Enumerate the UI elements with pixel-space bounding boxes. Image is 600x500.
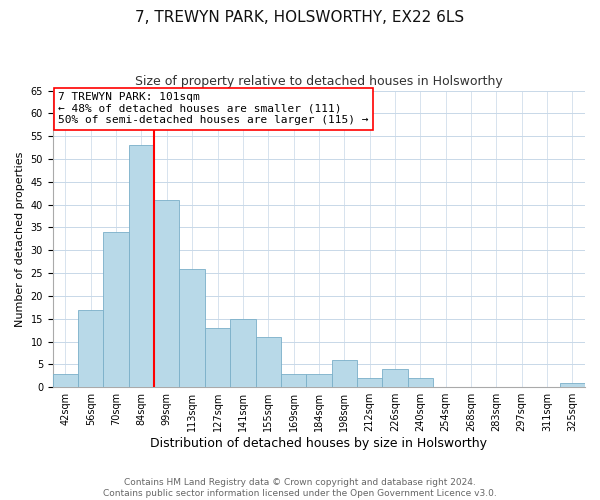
Bar — [281, 374, 306, 387]
Text: Contains HM Land Registry data © Crown copyright and database right 2024.
Contai: Contains HM Land Registry data © Crown c… — [103, 478, 497, 498]
Bar — [78, 310, 103, 387]
Bar — [53, 374, 78, 387]
Text: 7 TREWYN PARK: 101sqm
← 48% of detached houses are smaller (111)
50% of semi-det: 7 TREWYN PARK: 101sqm ← 48% of detached … — [58, 92, 368, 125]
Bar — [332, 360, 357, 387]
Bar — [230, 319, 256, 387]
Bar — [407, 378, 433, 387]
Y-axis label: Number of detached properties: Number of detached properties — [15, 151, 25, 326]
Bar — [560, 382, 585, 387]
Bar — [103, 232, 129, 387]
Bar — [129, 146, 154, 387]
Text: 7, TREWYN PARK, HOLSWORTHY, EX22 6LS: 7, TREWYN PARK, HOLSWORTHY, EX22 6LS — [136, 10, 464, 25]
Bar — [382, 369, 407, 387]
X-axis label: Distribution of detached houses by size in Holsworthy: Distribution of detached houses by size … — [151, 437, 487, 450]
Title: Size of property relative to detached houses in Holsworthy: Size of property relative to detached ho… — [135, 75, 503, 88]
Bar — [179, 268, 205, 387]
Bar — [256, 337, 281, 387]
Bar — [154, 200, 179, 387]
Bar — [357, 378, 382, 387]
Bar — [306, 374, 332, 387]
Bar — [205, 328, 230, 387]
